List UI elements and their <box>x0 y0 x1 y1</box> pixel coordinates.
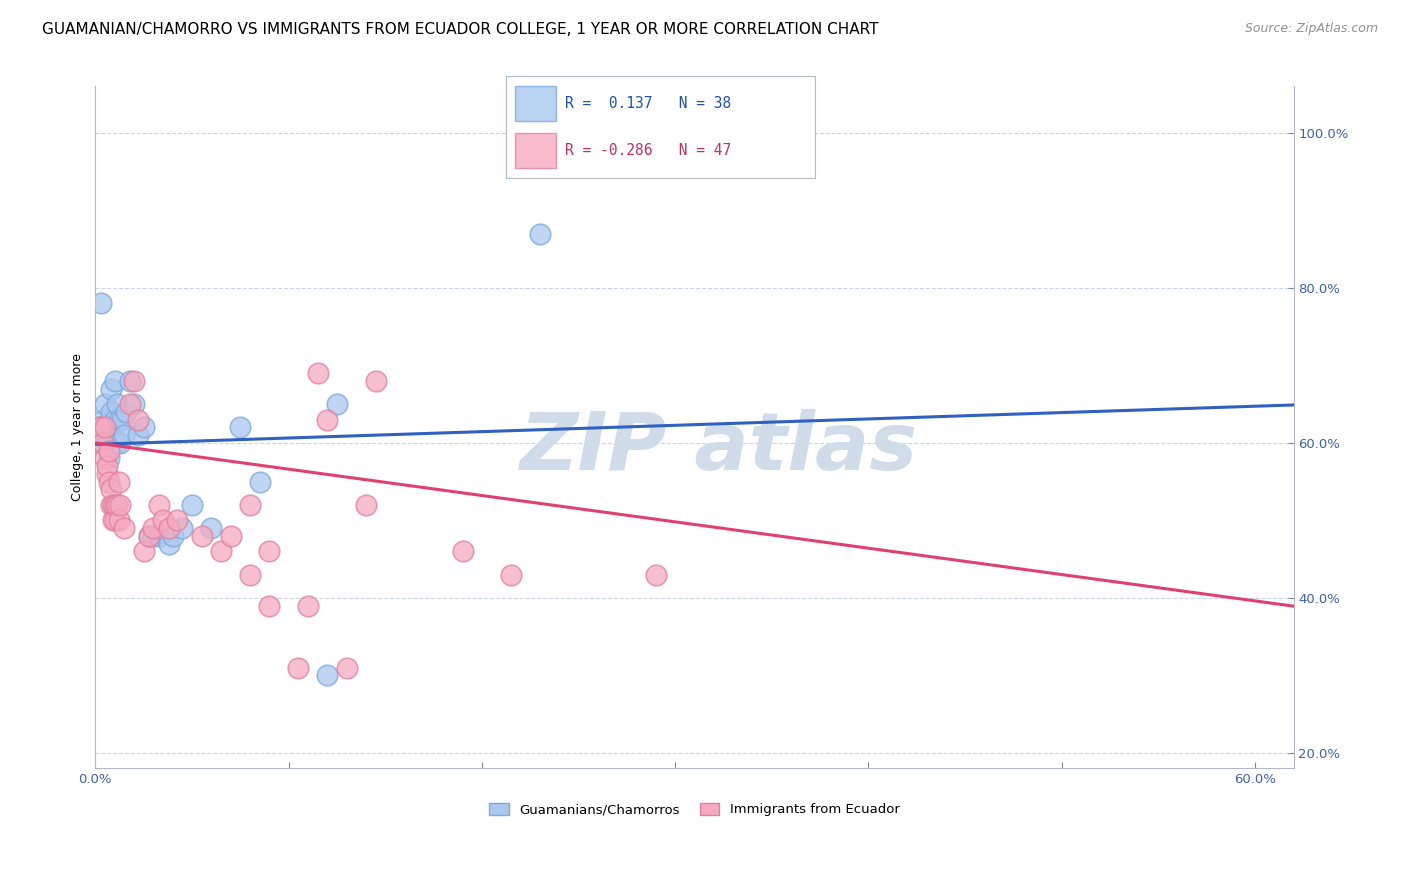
Point <box>110 435 132 450</box>
Point <box>107 475 129 489</box>
Point <box>122 397 145 411</box>
Point <box>157 536 180 550</box>
Point <box>96 458 118 473</box>
Point <box>96 420 118 434</box>
Point <box>100 405 122 419</box>
Point <box>499 567 522 582</box>
Point <box>91 412 114 426</box>
Point <box>89 420 111 434</box>
Bar <box>516 87 555 121</box>
Point <box>142 529 165 543</box>
Point <box>91 435 114 450</box>
Point <box>239 567 262 582</box>
Point <box>101 428 124 442</box>
Point <box>148 529 170 543</box>
Point <box>111 412 134 426</box>
Point <box>112 428 135 442</box>
Point <box>190 529 212 543</box>
Point <box>105 498 128 512</box>
Text: Source: ZipAtlas.com: Source: ZipAtlas.com <box>1244 22 1378 36</box>
Point <box>287 660 309 674</box>
Point <box>104 498 127 512</box>
Legend: Guamanians/Chamorros, Immigrants from Ecuador: Guamanians/Chamorros, Immigrants from Ec… <box>482 797 907 823</box>
Y-axis label: College, 1 year or more: College, 1 year or more <box>72 353 84 501</box>
Point <box>127 428 149 442</box>
Point <box>100 382 122 396</box>
Point <box>112 521 135 535</box>
Point <box>209 544 232 558</box>
Point <box>97 475 120 489</box>
Point <box>152 513 174 527</box>
Point <box>105 435 128 450</box>
Point <box>105 397 128 411</box>
Point <box>354 498 377 512</box>
Point <box>229 420 252 434</box>
Point <box>529 227 551 241</box>
Point <box>94 397 117 411</box>
Point <box>172 521 194 535</box>
Point <box>120 374 142 388</box>
Point <box>104 412 127 426</box>
Point <box>89 420 111 434</box>
Point <box>249 475 271 489</box>
Point <box>107 412 129 426</box>
Point <box>94 420 117 434</box>
Point <box>157 521 180 535</box>
Point <box>219 529 242 543</box>
Point <box>138 529 160 543</box>
Text: ZIP atlas: ZIP atlas <box>519 409 918 487</box>
Point <box>101 498 124 512</box>
Point <box>132 544 155 558</box>
Point <box>138 529 160 543</box>
Point <box>97 443 120 458</box>
Point <box>100 483 122 497</box>
Point <box>132 420 155 434</box>
Text: R =  0.137   N = 38: R = 0.137 N = 38 <box>565 96 731 111</box>
Point <box>142 521 165 535</box>
Point <box>127 412 149 426</box>
Point <box>200 521 222 535</box>
Point <box>644 567 666 582</box>
Point <box>104 374 127 388</box>
Point <box>259 599 281 613</box>
Point <box>162 529 184 543</box>
Point <box>120 397 142 411</box>
Point <box>110 498 132 512</box>
Point <box>115 405 138 419</box>
Point <box>90 296 112 310</box>
Point <box>166 513 188 527</box>
Point <box>96 467 118 481</box>
Point <box>451 544 474 558</box>
Point <box>307 366 329 380</box>
Point <box>326 397 349 411</box>
Point <box>97 420 120 434</box>
Point <box>259 544 281 558</box>
Bar <box>516 133 555 168</box>
Point <box>316 412 339 426</box>
Point <box>100 498 122 512</box>
Point <box>90 420 112 434</box>
Point <box>122 374 145 388</box>
Point <box>239 498 262 512</box>
Text: R = -0.286   N = 47: R = -0.286 N = 47 <box>565 144 731 158</box>
Point <box>101 513 124 527</box>
Point <box>107 513 129 527</box>
Point <box>336 660 359 674</box>
Point <box>181 498 204 512</box>
Point <box>104 513 127 527</box>
Point <box>90 435 112 450</box>
Point <box>94 451 117 466</box>
Text: GUAMANIAN/CHAMORRO VS IMMIGRANTS FROM ECUADOR COLLEGE, 1 YEAR OR MORE CORRELATIO: GUAMANIAN/CHAMORRO VS IMMIGRANTS FROM EC… <box>42 22 879 37</box>
Point <box>96 435 118 450</box>
Point <box>148 498 170 512</box>
Point <box>364 374 387 388</box>
Point <box>97 451 120 466</box>
Point <box>316 668 339 682</box>
Point <box>297 599 319 613</box>
